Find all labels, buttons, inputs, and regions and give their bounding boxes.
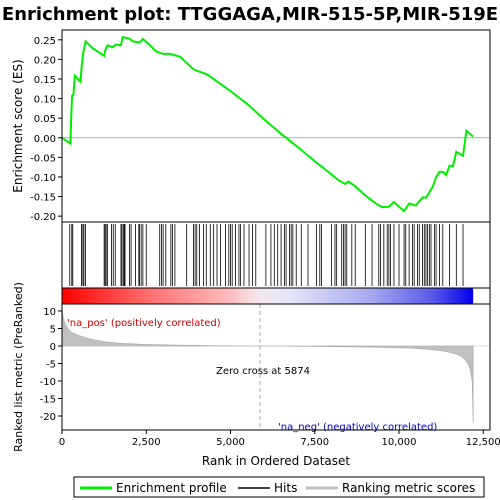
ranked-y-tick-label: 5 [50, 325, 56, 336]
x-tick-label: 12,500 [466, 437, 500, 448]
es-profile-line [61, 35, 474, 213]
hits-panel [61, 221, 491, 289]
es-y-tick-label: 0.25 [34, 36, 56, 47]
legend-hits-label: Hits [274, 481, 297, 495]
legend-frame [73, 476, 485, 498]
es-y-tick-label: 0.10 [34, 95, 56, 106]
ranked-y-tick-label: 10 [43, 307, 56, 318]
es-y-tick-label: 0.20 [34, 55, 56, 66]
legend: Enrichment profile Hits Ranking metric s… [73, 476, 485, 498]
es-y-axis: -0.20 -0.15 -0.10 -0.05 0.00 0.05 0.10 0.15 0.20… [30, 36, 62, 223]
es-y-tick-label: -0.05 [30, 153, 56, 164]
x-axis-label: Rank in Ordered Dataset [202, 454, 350, 468]
x-axis: 0 2,500 5,000 7,500 10,000 12,500 [59, 430, 500, 448]
ranked-y-tick-label: 0 [50, 342, 56, 353]
x-tick-label: 0 [59, 437, 65, 448]
ranked-panel: -20 -15 -10 -5 0 5 10 'na_pos' (positively cor… [12, 282, 491, 452]
ranked-metric-area [61, 309, 474, 424]
es-y-tick-label: 0.15 [34, 75, 56, 86]
legend-es-label: Enrichment profile [116, 481, 227, 495]
es-y-tick-label: -0.10 [30, 173, 56, 184]
es-y-tick-label: 0.00 [34, 134, 56, 145]
es-y-axis-label: Enrichment score (ES) [11, 59, 25, 192]
es-panel: -0.20 -0.15 -0.10 -0.05 0.00 0.05 0.10 0.15 0.20… [11, 29, 491, 223]
x-tick-label: 5,000 [216, 437, 245, 448]
rank-color-bar [61, 287, 491, 305]
pos-correlated-label: 'na_pos' (positively correlated) [67, 318, 221, 329]
ranked-y-tick-label: -10 [40, 377, 56, 388]
es-y-tick-label: 0.05 [34, 114, 56, 125]
ranked-panel-frame [61, 303, 491, 431]
neg-correlated-label: 'na_neg' (negatively correlated) [278, 422, 437, 433]
ranked-y-axis: -20 -15 -10 -5 0 5 10 [40, 307, 62, 423]
x-tick-label: 10,000 [382, 437, 417, 448]
ranked-y-tick-label: -15 [40, 395, 56, 406]
ranked-y-tick-label: -5 [46, 360, 56, 371]
x-tick-label: 2,500 [132, 437, 161, 448]
hit-marks [69, 224, 464, 286]
chart-title: Enrichment plot: TTGGAGA,MIR-515-5P,MIR-… [2, 4, 498, 25]
ranked-y-tick-label: -20 [40, 412, 56, 423]
es-y-tick-label: -0.20 [30, 212, 56, 223]
x-tick-label: 7,500 [300, 437, 329, 448]
es-y-tick-label: -0.15 [30, 193, 56, 204]
color-bar-fill [62, 288, 474, 304]
zero-cross-label: Zero cross at 5874 [216, 366, 310, 377]
legend-ranked-label: Ranking metric scores [342, 481, 475, 495]
ranked-y-axis-label: Ranked list metric (PreRanked) [12, 282, 25, 452]
